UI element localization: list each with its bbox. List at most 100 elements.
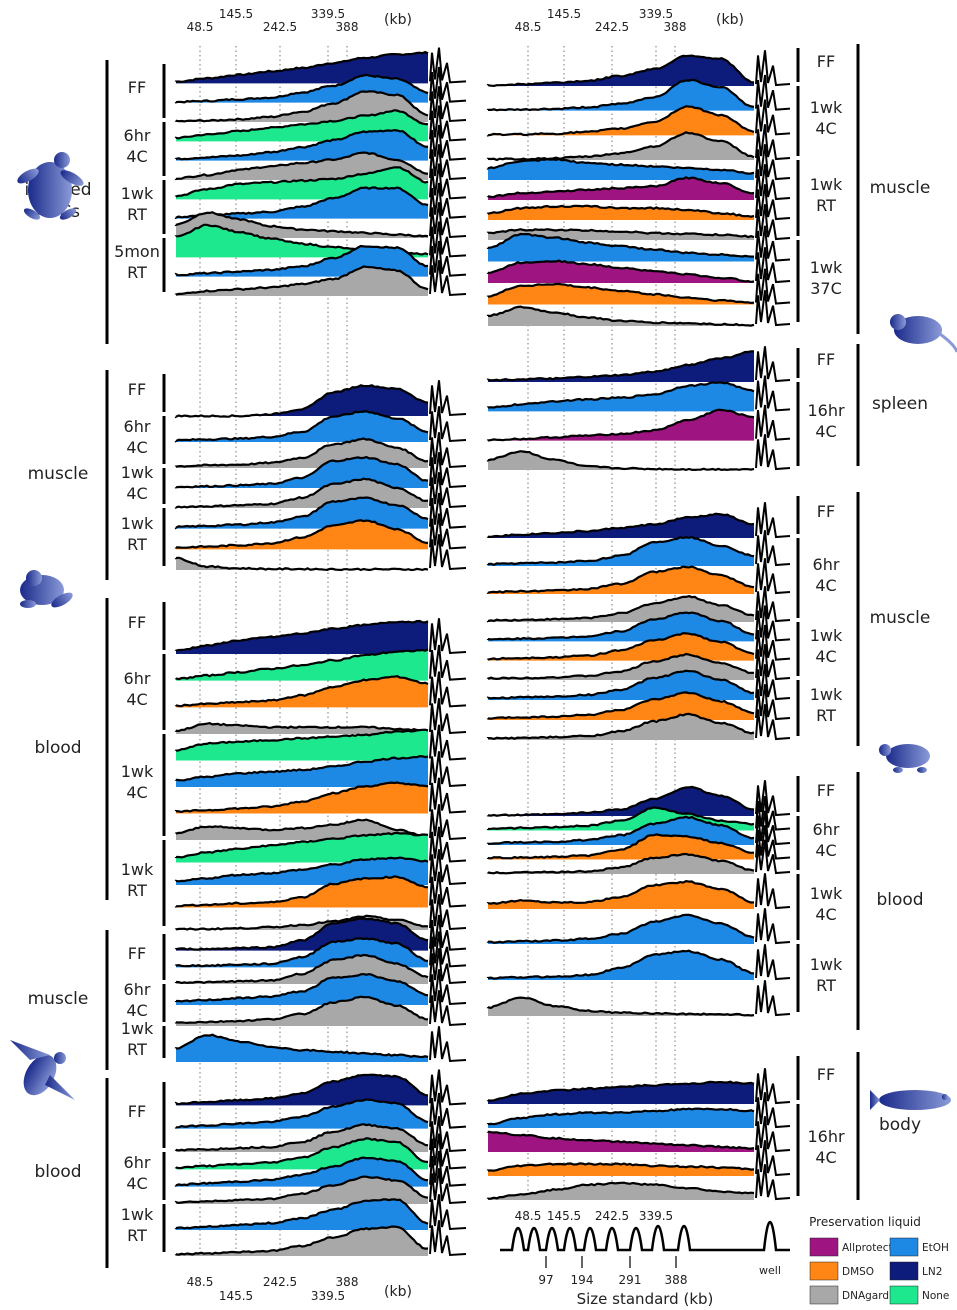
trace-line xyxy=(486,785,755,817)
treatment-label: 4C xyxy=(126,484,147,503)
trace-fill-ln2 xyxy=(176,621,428,654)
treatment-label: FF xyxy=(817,1065,835,1084)
trace-line xyxy=(486,1181,755,1200)
tissue-label: body xyxy=(879,1115,921,1135)
trace-fill-etoh xyxy=(176,1034,428,1062)
org-shape xyxy=(54,1052,66,1064)
trace-fill-dmso xyxy=(488,881,754,909)
tick-label: 388 xyxy=(336,20,359,34)
trace-line xyxy=(174,244,429,277)
trace-line xyxy=(174,917,429,951)
trace-line xyxy=(174,856,429,883)
trace-line xyxy=(175,1156,429,1187)
trace-line xyxy=(486,282,755,305)
trace-line xyxy=(174,90,429,123)
trace-line xyxy=(486,595,755,623)
std-top-label: 145.5 xyxy=(547,1209,581,1223)
treatment-label: 4C xyxy=(815,422,836,441)
tissue-label: muscle xyxy=(870,178,931,198)
well-peak xyxy=(429,202,467,239)
treatment-label: 6hr xyxy=(124,980,151,999)
well-peak xyxy=(429,1116,467,1153)
org-shape xyxy=(60,170,84,186)
well-peak xyxy=(755,1068,791,1105)
well-peak xyxy=(429,804,467,841)
treatment-label: 6hr xyxy=(813,820,840,839)
kb-unit-label: (kb) xyxy=(384,1284,412,1300)
trace-line xyxy=(174,1123,429,1152)
legend-label-dmso: DMSO xyxy=(842,1266,874,1278)
trace-fill-dnagard xyxy=(176,557,428,570)
well-peak xyxy=(755,558,791,595)
tick-label: 242.5 xyxy=(263,1275,297,1289)
trace-fill-dnagard xyxy=(176,996,428,1026)
trace-line xyxy=(486,105,755,137)
well-peak xyxy=(755,124,791,161)
tick-label: 48.5 xyxy=(187,1275,214,1289)
well-peak xyxy=(755,404,791,441)
tick-label: 145.5 xyxy=(547,7,581,21)
trace-line xyxy=(174,151,429,181)
trace-fill-dnagard xyxy=(176,1226,428,1256)
trace-line xyxy=(174,265,429,296)
legend: Preservation liquid Allprotect EtOH DMSO LN2… xyxy=(809,1215,949,1305)
treatment-label: 1wk xyxy=(121,184,154,203)
well-peak xyxy=(429,1168,467,1205)
treatment-label: 6hr xyxy=(124,417,151,436)
turtle-icon xyxy=(879,744,930,773)
trace-line xyxy=(174,674,429,708)
well-peak xyxy=(755,873,791,910)
trace-line xyxy=(174,166,429,198)
legend-label-ln2: LN2 xyxy=(922,1266,942,1278)
well-peak xyxy=(429,472,467,509)
trace-fill-ln2 xyxy=(488,351,754,382)
treatment-label: 6hr xyxy=(124,669,151,688)
tick-label: 388 xyxy=(336,1275,359,1289)
org-shape xyxy=(879,1090,951,1110)
trace-fill-dnagard xyxy=(488,306,754,326)
trace-line xyxy=(486,1080,755,1102)
tick-label: 388 xyxy=(664,20,687,34)
treatment-label: 1wk xyxy=(121,514,154,533)
treatment-label: RT xyxy=(127,1040,147,1059)
size-standard-title: Size standard (kb) xyxy=(577,1290,714,1308)
well-peak xyxy=(755,664,791,701)
trace-line xyxy=(486,232,754,258)
trace-fill-dnagard xyxy=(488,1182,754,1200)
well-peak xyxy=(429,931,467,968)
trace-line xyxy=(486,949,755,980)
trace-line xyxy=(174,1175,429,1205)
well-peak xyxy=(755,502,791,539)
trace-fill-dnagard xyxy=(488,997,754,1016)
trace-fill-etoh xyxy=(176,756,428,787)
treatment-label: RT xyxy=(816,706,836,725)
std-top-label: 48.5 xyxy=(515,1209,542,1223)
trace-fill-etoh xyxy=(176,1199,428,1230)
treatment-label: 1wk xyxy=(810,258,843,277)
well-peak xyxy=(755,704,791,741)
trace-line xyxy=(486,1107,755,1126)
treatment-label: RT xyxy=(127,205,147,224)
well-peak xyxy=(755,624,791,661)
treatment-label: 4C xyxy=(815,905,836,924)
treatment-label: 1wk xyxy=(810,685,843,704)
trace-fill-dnagard xyxy=(488,713,754,740)
treatment-label: 1wk xyxy=(121,463,154,482)
well-peak xyxy=(429,66,467,103)
trace-line xyxy=(174,755,429,782)
treatment-label: 1wk xyxy=(121,1019,154,1038)
trace-line xyxy=(486,157,755,175)
trace-line xyxy=(486,691,755,720)
size-standard-panel: 48.5 145.5 242.5 339.5 97 194 291 388 well Size s… xyxy=(500,1209,790,1308)
well-peak xyxy=(755,980,791,1017)
org-shape xyxy=(28,162,72,218)
tick-label: 145.5 xyxy=(219,7,253,21)
well-peak xyxy=(429,1150,467,1187)
std-bottom-label: 97 xyxy=(538,1273,553,1287)
trace-fill-allprotect xyxy=(488,260,754,283)
trace-line xyxy=(174,937,429,968)
well-peak xyxy=(429,492,467,529)
well-peak xyxy=(755,644,791,681)
trace-line xyxy=(486,815,755,845)
trace-line xyxy=(174,211,429,238)
